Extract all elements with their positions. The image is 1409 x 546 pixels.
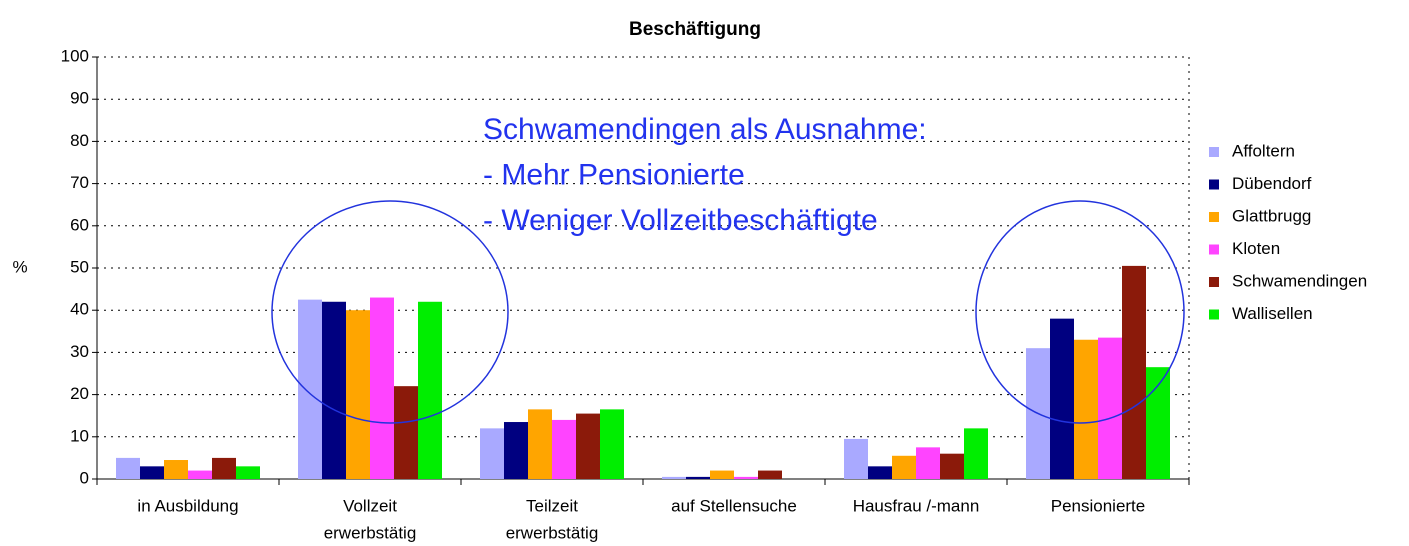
bar bbox=[236, 466, 260, 479]
bar bbox=[116, 457, 140, 479]
legend-swatch bbox=[1209, 309, 1219, 320]
legend-label: Glattbrugg bbox=[1232, 206, 1311, 225]
annotation: - Mehr Pensionierte bbox=[483, 158, 745, 191]
legend-swatch bbox=[1209, 244, 1219, 255]
bar bbox=[686, 476, 710, 479]
bar bbox=[480, 428, 504, 479]
bar bbox=[418, 301, 442, 479]
legend-label: Schwamendingen bbox=[1232, 271, 1367, 290]
legend-swatch bbox=[1209, 179, 1219, 190]
bar bbox=[710, 470, 734, 479]
y-tick-label: 0 bbox=[80, 468, 89, 487]
bar bbox=[298, 299, 322, 479]
bar bbox=[346, 310, 370, 479]
bar bbox=[1050, 318, 1074, 479]
y-tick-label: 70 bbox=[70, 173, 89, 192]
legend-swatch bbox=[1209, 277, 1219, 287]
bar bbox=[212, 457, 236, 479]
bar bbox=[1122, 265, 1146, 479]
y-tick-label: 40 bbox=[70, 300, 89, 319]
legend-label: Wallisellen bbox=[1232, 304, 1313, 323]
bar bbox=[322, 301, 346, 479]
bar bbox=[576, 413, 600, 479]
annotation: Schwamendingen als Ausnahme: bbox=[483, 113, 927, 146]
highlight-ellipse bbox=[271, 200, 509, 424]
y-tick-label: 10 bbox=[70, 426, 89, 445]
y-tick-label: 50 bbox=[70, 257, 89, 276]
y-tick-label: 60 bbox=[70, 215, 89, 234]
bar bbox=[140, 466, 164, 479]
x-tick-label: auf Stellensuche bbox=[671, 496, 797, 515]
bar bbox=[1146, 367, 1170, 479]
bar bbox=[916, 447, 940, 479]
bar bbox=[504, 422, 528, 479]
bar bbox=[868, 466, 892, 479]
bar bbox=[758, 470, 782, 479]
bar bbox=[940, 453, 964, 479]
bar bbox=[1098, 337, 1122, 479]
y-axis-label: % bbox=[12, 257, 27, 276]
bar bbox=[662, 476, 686, 479]
legend-label: Kloten bbox=[1232, 239, 1280, 258]
y-tick-label: 90 bbox=[70, 89, 89, 108]
legend-swatch bbox=[1209, 212, 1219, 222]
y-tick-label: 30 bbox=[70, 342, 89, 361]
bar bbox=[552, 419, 576, 479]
bar bbox=[892, 455, 916, 479]
x-tick-label: Pensionierte bbox=[1051, 496, 1146, 515]
x-tick-label: in Ausbildung bbox=[137, 496, 238, 515]
bar bbox=[734, 476, 758, 479]
x-tick-label: Teilzeit bbox=[526, 496, 578, 515]
annotation: - Weniger Vollzeitbeschäftigte bbox=[483, 204, 878, 237]
highlight-ellipse bbox=[975, 200, 1185, 424]
chart-title: Beschäftigung bbox=[629, 19, 761, 40]
bar bbox=[370, 297, 394, 479]
legend-label: Affoltern bbox=[1232, 141, 1295, 160]
bar bbox=[1074, 339, 1098, 479]
x-tick-label: erwerbstätig bbox=[324, 523, 417, 542]
bar bbox=[844, 438, 868, 479]
y-tick-label: 100 bbox=[61, 46, 89, 65]
bar bbox=[164, 460, 188, 479]
bar bbox=[600, 409, 624, 479]
legend-label: Dübendorf bbox=[1232, 174, 1312, 193]
bar bbox=[188, 470, 212, 479]
bar bbox=[964, 428, 988, 479]
x-tick-label: Vollzeit bbox=[343, 496, 397, 515]
bar bbox=[394, 386, 418, 479]
bar bbox=[528, 409, 552, 479]
legend-swatch bbox=[1209, 147, 1219, 157]
y-tick-label: 20 bbox=[70, 384, 89, 403]
x-tick-label: Hausfrau /-mann bbox=[853, 496, 980, 515]
x-tick-label: erwerbstätig bbox=[506, 523, 599, 542]
y-tick-label: 80 bbox=[70, 131, 89, 150]
